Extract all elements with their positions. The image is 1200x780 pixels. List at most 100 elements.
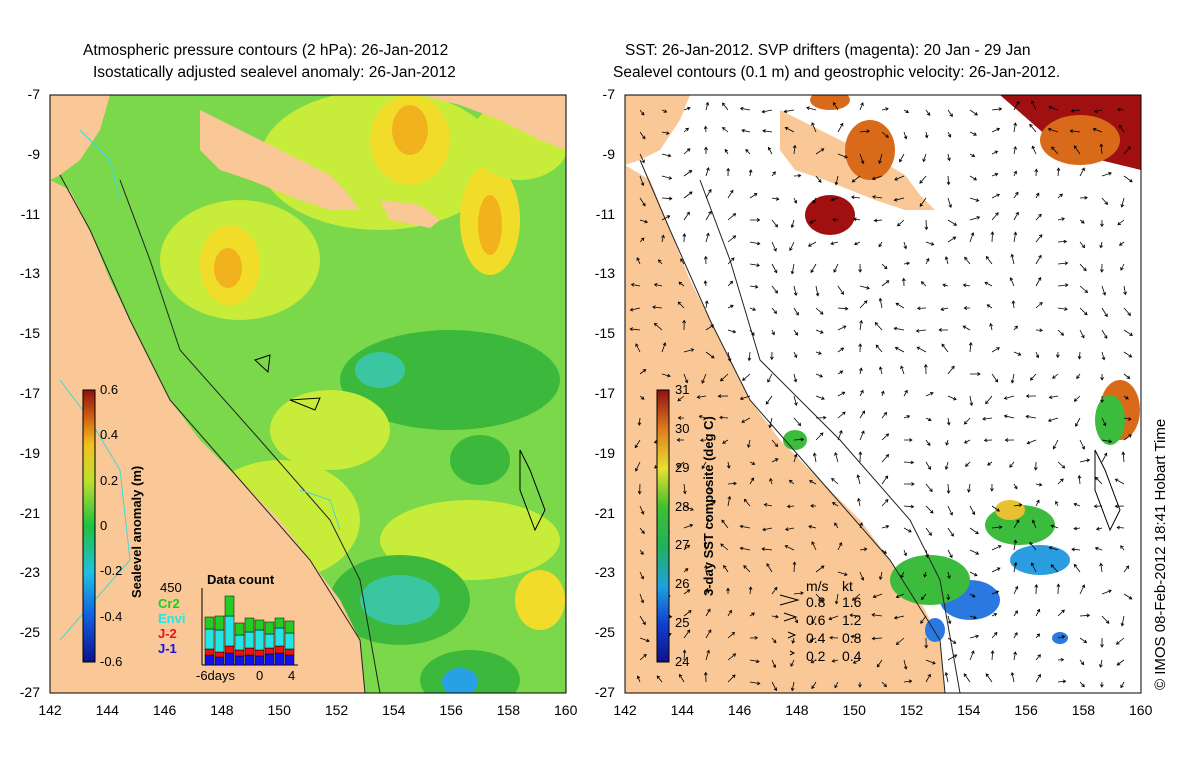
x-tick-label: 150	[267, 702, 291, 718]
velocity-arrow	[749, 659, 760, 664]
velocity-arrow	[1069, 129, 1081, 134]
velocity-arrow	[661, 196, 673, 201]
velocity-arrow	[703, 671, 708, 683]
velocity-arrow	[815, 373, 824, 378]
velocity-arrow	[893, 326, 905, 331]
velocity-arrow	[968, 341, 973, 353]
velocity-arrow	[1079, 637, 1088, 644]
velocity-arrow	[923, 363, 928, 375]
velocity-arrow	[762, 129, 773, 133]
velocity-arrow	[1048, 546, 1059, 551]
velocity-arrow	[851, 593, 861, 601]
velocity-arrow	[1117, 219, 1125, 226]
data-count-bar	[254, 649, 265, 657]
velocity-legend-ms: 0.6	[806, 612, 826, 628]
data-count-bar	[244, 631, 255, 649]
velocity-arrow	[1013, 519, 1020, 529]
velocity-arrow	[727, 329, 737, 334]
velocity-arrow	[947, 654, 958, 661]
velocity-arrow	[1079, 584, 1086, 595]
velocity-arrow	[1013, 211, 1019, 221]
velocity-arrow	[854, 241, 861, 246]
velocity-arrow	[991, 172, 999, 177]
data-count-bar	[204, 616, 215, 630]
velocity-arrow	[945, 439, 949, 446]
velocity-arrow	[1013, 231, 1018, 243]
data-count-bar	[254, 629, 265, 651]
velocity-arrow	[1116, 525, 1125, 530]
velocity-arrow	[947, 549, 953, 559]
data-count-bar	[234, 649, 245, 657]
data-count-legend-envi: Envi	[158, 611, 186, 626]
data-count-bar	[274, 627, 285, 647]
velocity-legend-arrows	[779, 594, 800, 656]
velocity-arrow	[815, 351, 822, 355]
velocity-arrow	[786, 504, 795, 509]
data-count-bar	[264, 647, 275, 655]
velocity-legend-kt: 0.8	[842, 630, 862, 646]
velocity-arrow	[1057, 657, 1065, 662]
y-tick-label: -13	[594, 265, 615, 282]
velocity-arrow	[771, 659, 777, 669]
velocity-arrow	[812, 452, 817, 463]
velocity-arrow	[987, 461, 993, 466]
velocity-arrow	[790, 219, 795, 229]
velocity-arrow	[1025, 394, 1037, 399]
data-count-legend-cr2: Cr2	[158, 596, 180, 611]
velocity-arrow	[705, 517, 710, 529]
velocity-arrow	[727, 609, 732, 617]
x-tick-label: 158	[496, 702, 521, 718]
velocity-arrow	[837, 571, 848, 576]
x-tick-label: 154	[957, 702, 981, 718]
velocity-arrow	[991, 505, 1000, 512]
velocity-arrow	[925, 417, 932, 422]
velocity-arrow	[834, 175, 839, 186]
velocity-arrow	[859, 300, 868, 309]
data-count-bar	[204, 648, 215, 656]
velocity-arrow	[722, 102, 729, 111]
velocity-arrow	[1010, 253, 1015, 265]
velocity-arrow	[809, 637, 817, 642]
velocity-arrow	[722, 126, 729, 133]
credit-text: © IMOS 08-Feb-2012 18:41 Hobart Time	[1152, 418, 1169, 690]
velocity-arrow	[637, 483, 642, 495]
velocity-arrow	[1123, 351, 1133, 358]
velocity-arrow	[793, 453, 798, 463]
velocity-legend-kt: 1.6	[842, 594, 862, 610]
velocity-arrow	[894, 346, 905, 353]
velocity-arrow	[1079, 439, 1085, 450]
velocity-arrow	[985, 255, 993, 265]
velocity-arrow	[630, 283, 641, 287]
velocity-arrow	[815, 329, 824, 334]
data-count-legend-j-1: J-1	[158, 641, 177, 656]
velocity-arrow	[1101, 307, 1108, 318]
velocity-arrow	[705, 483, 713, 492]
velocity-arrow	[1099, 263, 1104, 273]
velocity-arrow	[1079, 195, 1088, 200]
velocity-arrow	[815, 148, 825, 155]
velocity-arrow	[925, 673, 931, 683]
sst-colorbar-tick: 31	[675, 382, 690, 397]
velocity-arrow	[1009, 277, 1015, 287]
velocity-arrow	[792, 144, 797, 155]
velocity-arrow	[703, 125, 708, 133]
velocity-arrow	[771, 263, 778, 274]
velocity-arrow	[739, 524, 751, 529]
velocity-arrow	[1057, 193, 1063, 199]
velocity-arrow	[871, 175, 883, 181]
velocity-arrow	[793, 307, 799, 316]
velocity-arrow	[903, 527, 912, 533]
velocity-arrow	[1050, 564, 1059, 573]
sst-colorbar-tick: 28	[675, 498, 690, 514]
velocity-arrow	[881, 681, 887, 688]
data-count-bar	[204, 654, 215, 666]
velocity-arrow	[1013, 632, 1018, 639]
x-tick-label: 146	[727, 702, 752, 718]
velocity-arrow	[990, 483, 994, 492]
data-count-bar	[284, 620, 295, 634]
velocity-arrow	[837, 325, 847, 331]
velocity-arrow	[1101, 615, 1110, 624]
velocity-arrow	[1100, 396, 1104, 404]
velocity-arrow	[915, 328, 927, 333]
velocity-arrow	[748, 586, 753, 595]
